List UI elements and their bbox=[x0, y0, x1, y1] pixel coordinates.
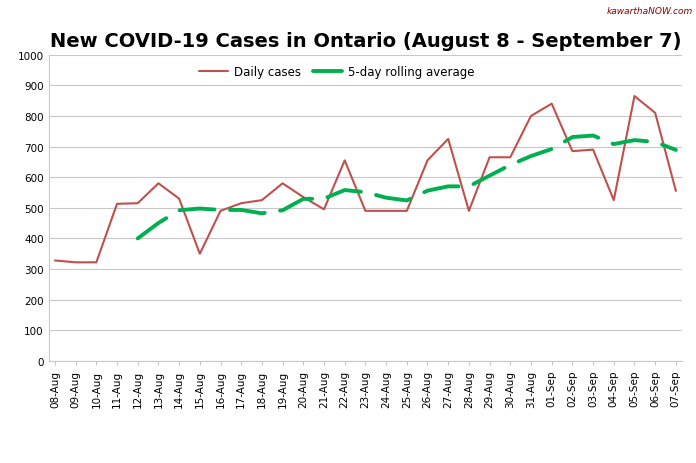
5-day rolling average bbox=[631, 138, 639, 144]
Daily cases bbox=[610, 198, 618, 204]
5-day rolling average bbox=[196, 206, 204, 212]
Daily cases bbox=[568, 149, 576, 155]
5-day rolling average bbox=[589, 133, 597, 139]
Legend: Daily cases, 5-day rolling average: Daily cases, 5-day rolling average bbox=[194, 62, 480, 84]
5-day rolling average bbox=[610, 142, 618, 148]
5-day rolling average bbox=[258, 211, 266, 217]
5-day rolling average bbox=[506, 163, 514, 169]
Daily cases bbox=[527, 114, 535, 119]
5-day rolling average bbox=[237, 208, 246, 213]
5-day rolling average bbox=[216, 208, 225, 213]
Daily cases bbox=[506, 155, 514, 161]
5-day rolling average bbox=[423, 188, 432, 194]
Daily cases bbox=[402, 209, 411, 214]
5-day rolling average bbox=[527, 154, 535, 159]
5-day rolling average bbox=[340, 188, 349, 194]
Daily cases bbox=[258, 198, 266, 204]
Daily cases bbox=[278, 181, 287, 187]
Daily cases bbox=[72, 260, 80, 265]
5-day rolling average bbox=[672, 148, 680, 153]
Daily cases bbox=[134, 201, 142, 206]
Daily cases bbox=[548, 102, 556, 107]
5-day rolling average bbox=[548, 147, 556, 152]
5-day rolling average bbox=[402, 198, 411, 204]
Daily cases bbox=[672, 189, 680, 194]
Daily cases bbox=[340, 158, 349, 164]
5-day rolling average bbox=[134, 236, 142, 242]
5-day rolling average bbox=[465, 184, 473, 190]
Daily cases bbox=[651, 111, 659, 116]
Daily cases bbox=[51, 258, 59, 264]
Daily cases bbox=[423, 158, 432, 164]
Daily cases bbox=[320, 207, 329, 213]
Daily cases bbox=[589, 148, 597, 153]
Daily cases bbox=[299, 195, 308, 200]
5-day rolling average bbox=[382, 195, 390, 201]
5-day rolling average bbox=[485, 174, 493, 179]
Daily cases bbox=[631, 94, 639, 100]
Daily cases bbox=[175, 196, 183, 202]
Daily cases bbox=[465, 209, 473, 214]
5-day rolling average bbox=[175, 208, 183, 213]
5-day rolling average bbox=[299, 197, 308, 202]
5-day rolling average bbox=[361, 190, 370, 195]
Daily cases bbox=[92, 260, 100, 265]
Daily cases bbox=[444, 137, 452, 143]
Daily cases bbox=[216, 209, 225, 214]
Daily cases bbox=[361, 209, 370, 214]
5-day rolling average bbox=[278, 208, 287, 213]
Text: kawarthaNOW.com: kawarthaNOW.com bbox=[606, 7, 693, 16]
Line: Daily cases: Daily cases bbox=[55, 97, 676, 263]
5-day rolling average bbox=[568, 135, 576, 141]
Title: New COVID-19 Cases in Ontario (August 8 - September 7): New COVID-19 Cases in Ontario (August 8 … bbox=[49, 32, 681, 51]
5-day rolling average bbox=[444, 184, 452, 190]
5-day rolling average bbox=[155, 221, 163, 226]
Daily cases bbox=[155, 181, 163, 187]
5-day rolling average bbox=[651, 140, 659, 145]
Daily cases bbox=[237, 201, 246, 206]
5-day rolling average bbox=[320, 196, 329, 202]
Line: 5-day rolling average: 5-day rolling average bbox=[138, 136, 676, 239]
Daily cases bbox=[113, 201, 121, 207]
Daily cases bbox=[485, 155, 493, 161]
Daily cases bbox=[382, 209, 390, 214]
Daily cases bbox=[196, 251, 204, 257]
